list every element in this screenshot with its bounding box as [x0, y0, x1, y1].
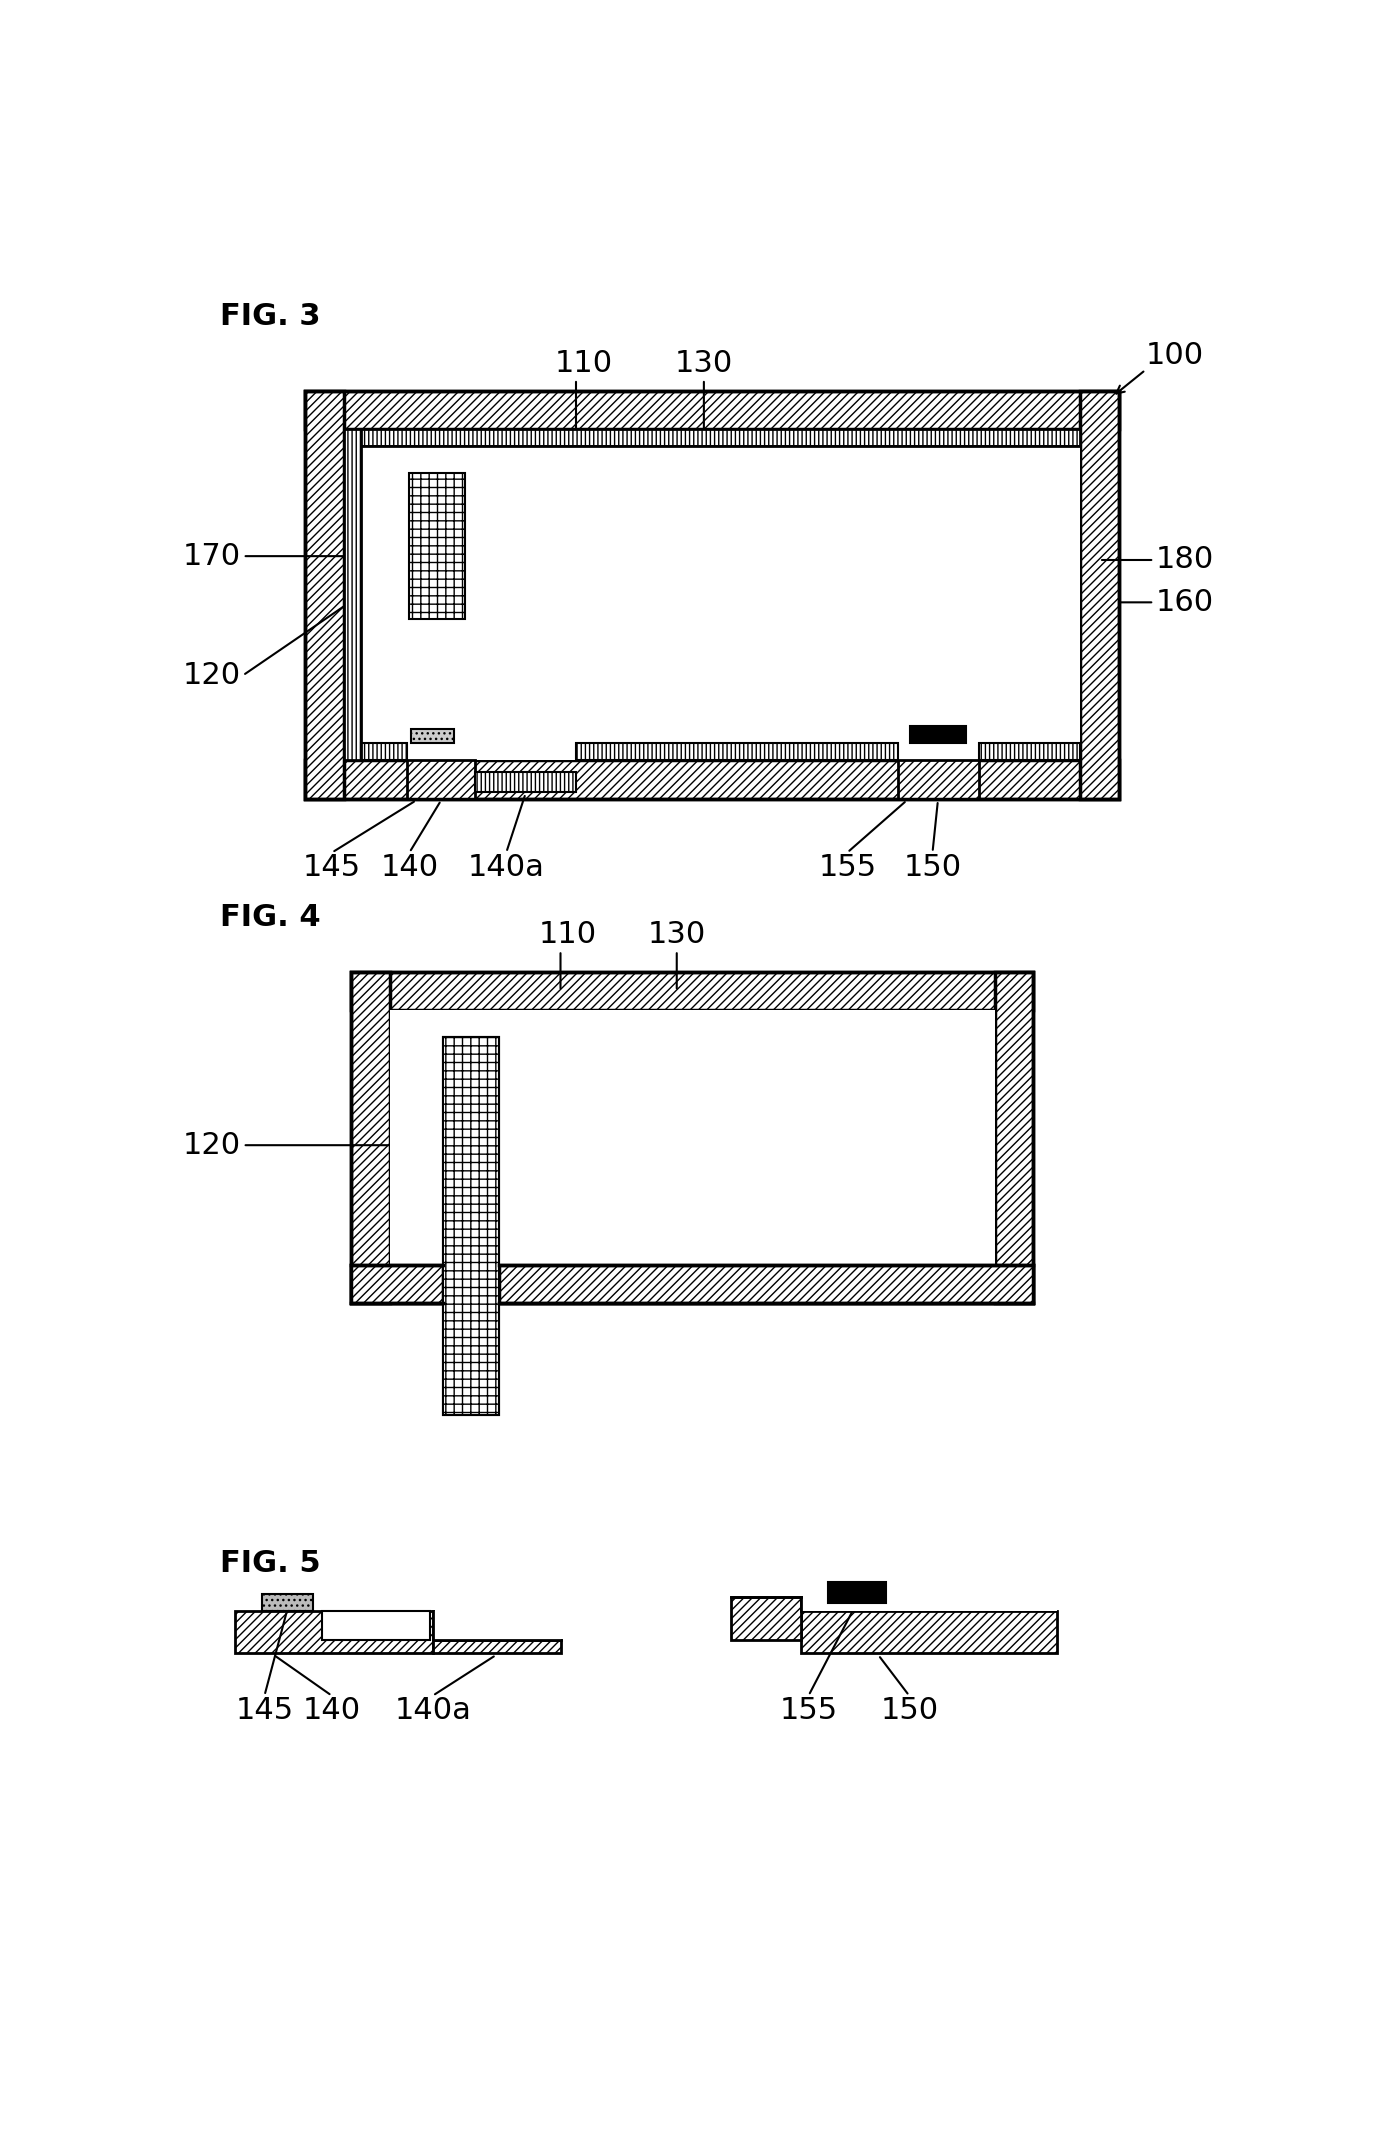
Bar: [731, 1597, 801, 1640]
Text: 110: 110: [540, 919, 598, 949]
Bar: [235, 1612, 433, 1654]
Text: 140: 140: [381, 853, 439, 883]
Bar: [352, 972, 1034, 1011]
Text: FIG. 3: FIG. 3: [220, 303, 320, 330]
Text: 110: 110: [555, 348, 613, 377]
Bar: [443, 1038, 498, 1416]
Text: 160: 160: [1156, 588, 1214, 616]
Text: 140: 140: [303, 1695, 361, 1725]
Bar: [262, 1595, 313, 1612]
Bar: [801, 1612, 1056, 1654]
Text: 150: 150: [880, 1695, 938, 1725]
Text: 155: 155: [818, 853, 876, 883]
Bar: [322, 1612, 430, 1640]
Bar: [352, 1264, 443, 1303]
Bar: [995, 972, 1034, 1303]
Bar: [828, 1582, 886, 1603]
Text: 120: 120: [183, 661, 241, 691]
Text: 145: 145: [235, 1695, 293, 1725]
Bar: [433, 1640, 561, 1654]
Text: FIG. 5: FIG. 5: [220, 1550, 320, 1578]
Bar: [390, 1011, 995, 1264]
Bar: [498, 1264, 1034, 1303]
Bar: [352, 972, 390, 1303]
Bar: [304, 390, 343, 800]
Bar: [443, 1038, 498, 1416]
Bar: [433, 1612, 561, 1640]
Bar: [361, 446, 1080, 761]
Bar: [978, 744, 1080, 761]
Text: FIG. 4: FIG. 4: [220, 902, 320, 932]
Bar: [801, 1597, 1056, 1612]
Text: 150: 150: [904, 853, 962, 883]
Bar: [1080, 390, 1118, 800]
Text: 100: 100: [1146, 341, 1204, 371]
Bar: [407, 761, 475, 800]
Text: 130: 130: [675, 348, 734, 377]
Text: 180: 180: [1156, 546, 1214, 574]
Text: 145: 145: [303, 853, 361, 883]
Text: 170: 170: [183, 542, 241, 571]
Bar: [410, 473, 465, 618]
Text: 130: 130: [648, 919, 706, 949]
Bar: [361, 744, 407, 761]
Bar: [911, 727, 966, 744]
Text: 140a: 140a: [468, 853, 545, 883]
Bar: [443, 1264, 498, 1303]
Bar: [352, 972, 1034, 1303]
Bar: [304, 390, 1118, 429]
Text: 140a: 140a: [394, 1695, 471, 1725]
Bar: [343, 429, 361, 761]
Bar: [352, 1264, 1034, 1303]
Bar: [411, 729, 454, 744]
Bar: [343, 429, 1080, 446]
Bar: [304, 761, 1118, 800]
Bar: [576, 744, 898, 761]
Bar: [304, 390, 1118, 800]
Text: 120: 120: [183, 1130, 241, 1160]
Text: 155: 155: [779, 1695, 837, 1725]
Bar: [898, 761, 978, 800]
Bar: [475, 772, 576, 791]
